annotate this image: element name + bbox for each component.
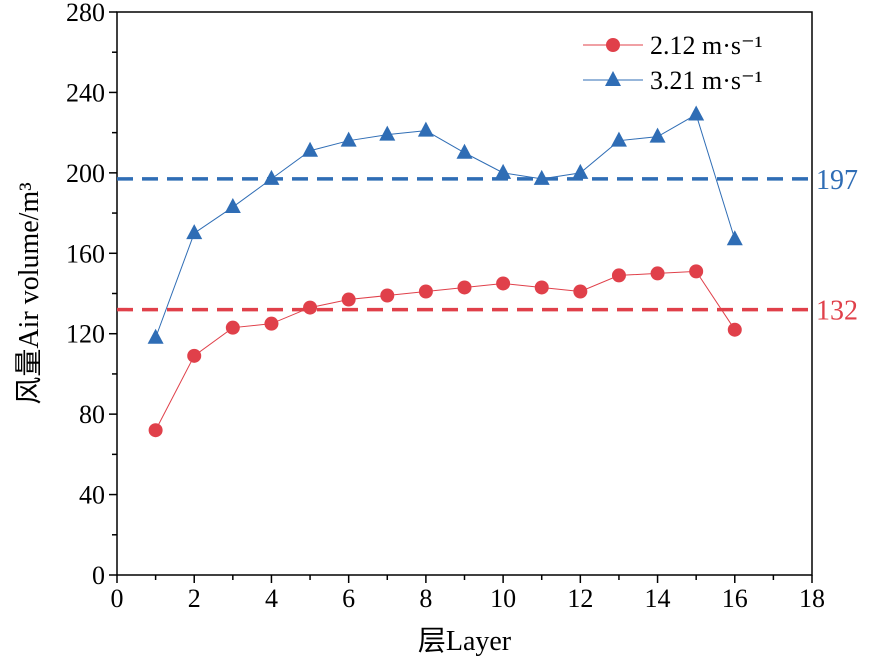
data-point — [340, 131, 357, 147]
legend-marker — [606, 38, 620, 52]
x-tick-label: 8 — [419, 584, 432, 613]
data-point — [573, 284, 588, 299]
data-point — [264, 316, 279, 331]
data-point — [418, 284, 433, 299]
data-point — [341, 292, 356, 307]
data-point — [495, 163, 512, 179]
y-tick-label: 160 — [66, 239, 105, 268]
data-point — [688, 105, 705, 121]
legend-label: 3.21 m·s⁻¹ — [650, 66, 763, 95]
data-point — [456, 143, 473, 159]
y-tick-label: 0 — [92, 561, 105, 590]
data-point — [689, 264, 704, 279]
x-tick-label: 16 — [722, 584, 748, 613]
y-tick-label: 40 — [79, 481, 105, 510]
reference-label-132: 132 — [816, 296, 858, 327]
x-tick-label: 4 — [265, 584, 278, 613]
data-point — [727, 322, 742, 337]
legend-label: 2.12 m·s⁻¹ — [650, 31, 763, 60]
x-tick-label: 18 — [799, 584, 825, 613]
reference-label-197: 197 — [816, 165, 858, 196]
data-point — [148, 423, 163, 438]
y-tick-label: 80 — [79, 400, 105, 429]
data-point — [726, 230, 743, 246]
data-point — [147, 328, 164, 344]
y-tick-label: 280 — [66, 0, 105, 27]
data-point — [533, 169, 550, 185]
data-point — [303, 300, 318, 315]
data-point — [496, 276, 511, 291]
data-point — [649, 127, 666, 143]
series-line-2 — [155, 113, 736, 338]
data-point — [380, 288, 395, 303]
x-tick-label: 14 — [645, 584, 671, 613]
data-point — [302, 141, 319, 157]
data-point — [186, 224, 203, 240]
data-point — [417, 121, 434, 137]
data-point — [650, 266, 665, 281]
series-line-1 — [155, 270, 736, 431]
data-point — [572, 163, 589, 179]
data-point — [611, 268, 626, 283]
y-axis-label: 风量Air volume/m³ — [14, 182, 45, 404]
y-tick-label: 200 — [66, 159, 105, 188]
x-tick-label: 10 — [490, 584, 516, 613]
x-tick-label: 0 — [111, 584, 124, 613]
x-tick-label: 6 — [342, 584, 355, 613]
x-tick-label: 2 — [188, 584, 201, 613]
y-tick-label: 120 — [66, 320, 105, 349]
data-point — [225, 320, 240, 335]
data-point — [187, 348, 202, 363]
data-point — [263, 169, 280, 185]
data-point — [379, 125, 396, 141]
data-point — [457, 280, 472, 295]
data-point — [534, 280, 549, 295]
data-point — [610, 131, 627, 147]
legend-marker — [605, 71, 621, 86]
y-tick-label: 240 — [66, 78, 105, 107]
data-point — [224, 198, 241, 214]
x-tick-label: 12 — [567, 584, 593, 613]
x-axis-label: 层Layer — [418, 626, 512, 657]
